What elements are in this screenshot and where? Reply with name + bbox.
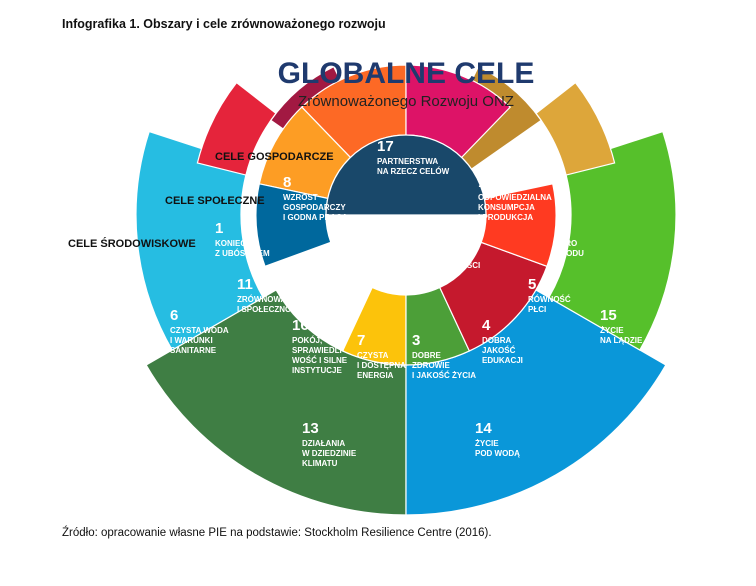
goal-label-9-line-2: PRZEMYSŁ, [338, 261, 384, 270]
goal-segment-17 [325, 134, 487, 216]
goal-number-2: 2 [555, 220, 563, 237]
goal-label-4-line-2: JAKOŚĆ [482, 346, 516, 355]
goal-number-8: 8 [283, 174, 291, 191]
goal-label-5-line-1: RÓWNOŚĆ [528, 295, 571, 304]
goal-number-10: 10 [422, 232, 439, 249]
goal-number-3: 3 [412, 332, 420, 349]
goal-number-5: 5 [528, 276, 536, 293]
goal-label-13-line-3: KLIMATU [302, 459, 338, 468]
goal-label-17-line-1: PARTNERSTWA [377, 157, 438, 166]
category-label-social: CELE SPOŁECZNE [165, 195, 265, 207]
goal-label-6-line-3: SANITARNE [170, 346, 217, 355]
category-label-environmental: CELE ŚRODOWISKOWE [68, 237, 196, 250]
goal-label-8-line-3: I GODNA PRACA [283, 213, 348, 222]
goal-label-1-line-2: Z UBÓSTWEM [215, 249, 270, 258]
goal-label-11-line-2: I SPOŁECZNOŚCI [237, 305, 305, 314]
goal-label-3-line-2: ZDROWIE [412, 361, 450, 370]
goal-label-7-line-3: ENERGIA [357, 371, 394, 380]
goal-segment-6 [135, 130, 264, 351]
goal-label-13-line-2: W DZIEDZINIE [302, 449, 357, 458]
goal-label-15-line-1: ŻYCIE [600, 326, 624, 335]
goal-label-3-line-1: DOBRE [412, 351, 442, 360]
goal-number-4: 4 [482, 317, 491, 334]
figure-caption: Infografika 1. Obszary i cele zrównoważo… [62, 17, 386, 31]
diagram-subtitle: Zrównoważonego Rozwoju ONZ [298, 93, 514, 110]
wheel-segments [135, 64, 677, 516]
goal-label-3-line-3: I JAKOŚĆ ŻYCIA [412, 371, 476, 380]
goal-number-6: 6 [170, 307, 178, 324]
goal-number-12: 12 [478, 174, 495, 191]
goal-label-15-line-2: NA LĄDZIE [600, 336, 643, 345]
goal-label-8-line-1: WZROST [283, 193, 318, 202]
goal-label-4-line-3: EDUKACJI [482, 356, 523, 365]
goal-label-10-line-1: MNIEJ [422, 251, 446, 260]
goal-segment-16 [255, 183, 332, 268]
goal-segment-2 [535, 81, 616, 176]
goal-label-4-line-1: DOBRA [482, 336, 512, 345]
goal-label-16-line-1: POKÓJ, [292, 336, 322, 345]
category-label-economic: CELE GOSPODARCZE [215, 151, 334, 163]
goal-label-17-line-2: NA RZECZ CELÓW [377, 167, 450, 176]
goal-label-2-line-2: GŁODU [555, 249, 584, 258]
goal-label-12-line-1: ODPOWIEDZIALNA [478, 193, 552, 202]
goal-label-1-line-1: KONIEC [215, 239, 246, 248]
goal-number-11: 11 [237, 276, 253, 293]
goal-number-17: 17 [377, 138, 394, 155]
goal-number-14: 14 [475, 420, 492, 437]
goal-label-5-line-2: PŁCI [528, 305, 546, 314]
goal-label-11-line-1: ZRÓWNOWAŻONE MIASTA [237, 295, 341, 304]
goal-label-14-line-2: POD WODĄ [475, 449, 520, 458]
goal-number-16: 16 [292, 317, 309, 334]
goal-number-15: 15 [600, 307, 617, 324]
goal-label-12-line-3: I PRODUKCJA [478, 213, 533, 222]
goal-number-13: 13 [302, 420, 319, 437]
goal-label-2-line-1: ZERO [555, 239, 577, 248]
goal-label-9-line-3: INFRASTRUKTURA [338, 271, 412, 280]
goal-label-16-line-4: INSTYTUCJE [292, 366, 342, 375]
goal-segment-4 [439, 241, 548, 352]
goal-label-6-line-2: I WARUNKI [170, 336, 213, 345]
goal-number-9: 9 [338, 232, 346, 249]
goal-label-6-line-1: CZYSTA WODA [170, 326, 229, 335]
goal-segment-3 [405, 286, 471, 366]
goal-label-14-line-1: ŻYCIE [475, 439, 499, 448]
diagram-title: GLOBALNE CELE [278, 57, 535, 90]
goal-segment-1 [196, 81, 277, 176]
goal-label-12-line-2: KONSUMPCJA [478, 203, 535, 212]
goal-label-16-line-3: WOŚĆ I SILNE [292, 356, 348, 365]
goal-number-1: 1 [215, 220, 223, 237]
source-note: Źródło: opracowanie własne PIE na podsta… [62, 527, 492, 539]
goal-label-9-line-1: INNOWACYJNOŚĆ, [338, 251, 412, 260]
goal-label-13-line-1: DZIAŁANIA [302, 439, 345, 448]
goal-label-8-line-2: GOSPODARCZY [283, 203, 346, 212]
goal-label-7-line-2: I DOSTĘPNA [357, 361, 406, 370]
goal-label-16-line-2: SPRAWIEDLI- [292, 346, 345, 355]
goal-segment-7 [341, 286, 407, 366]
goal-label-7-line-1: CZYSTA [357, 351, 389, 360]
goal-number-7: 7 [357, 332, 365, 349]
goal-label-10-line-2: NIERÓWNOŚCI [422, 261, 480, 270]
goal-segment-15 [548, 130, 677, 351]
